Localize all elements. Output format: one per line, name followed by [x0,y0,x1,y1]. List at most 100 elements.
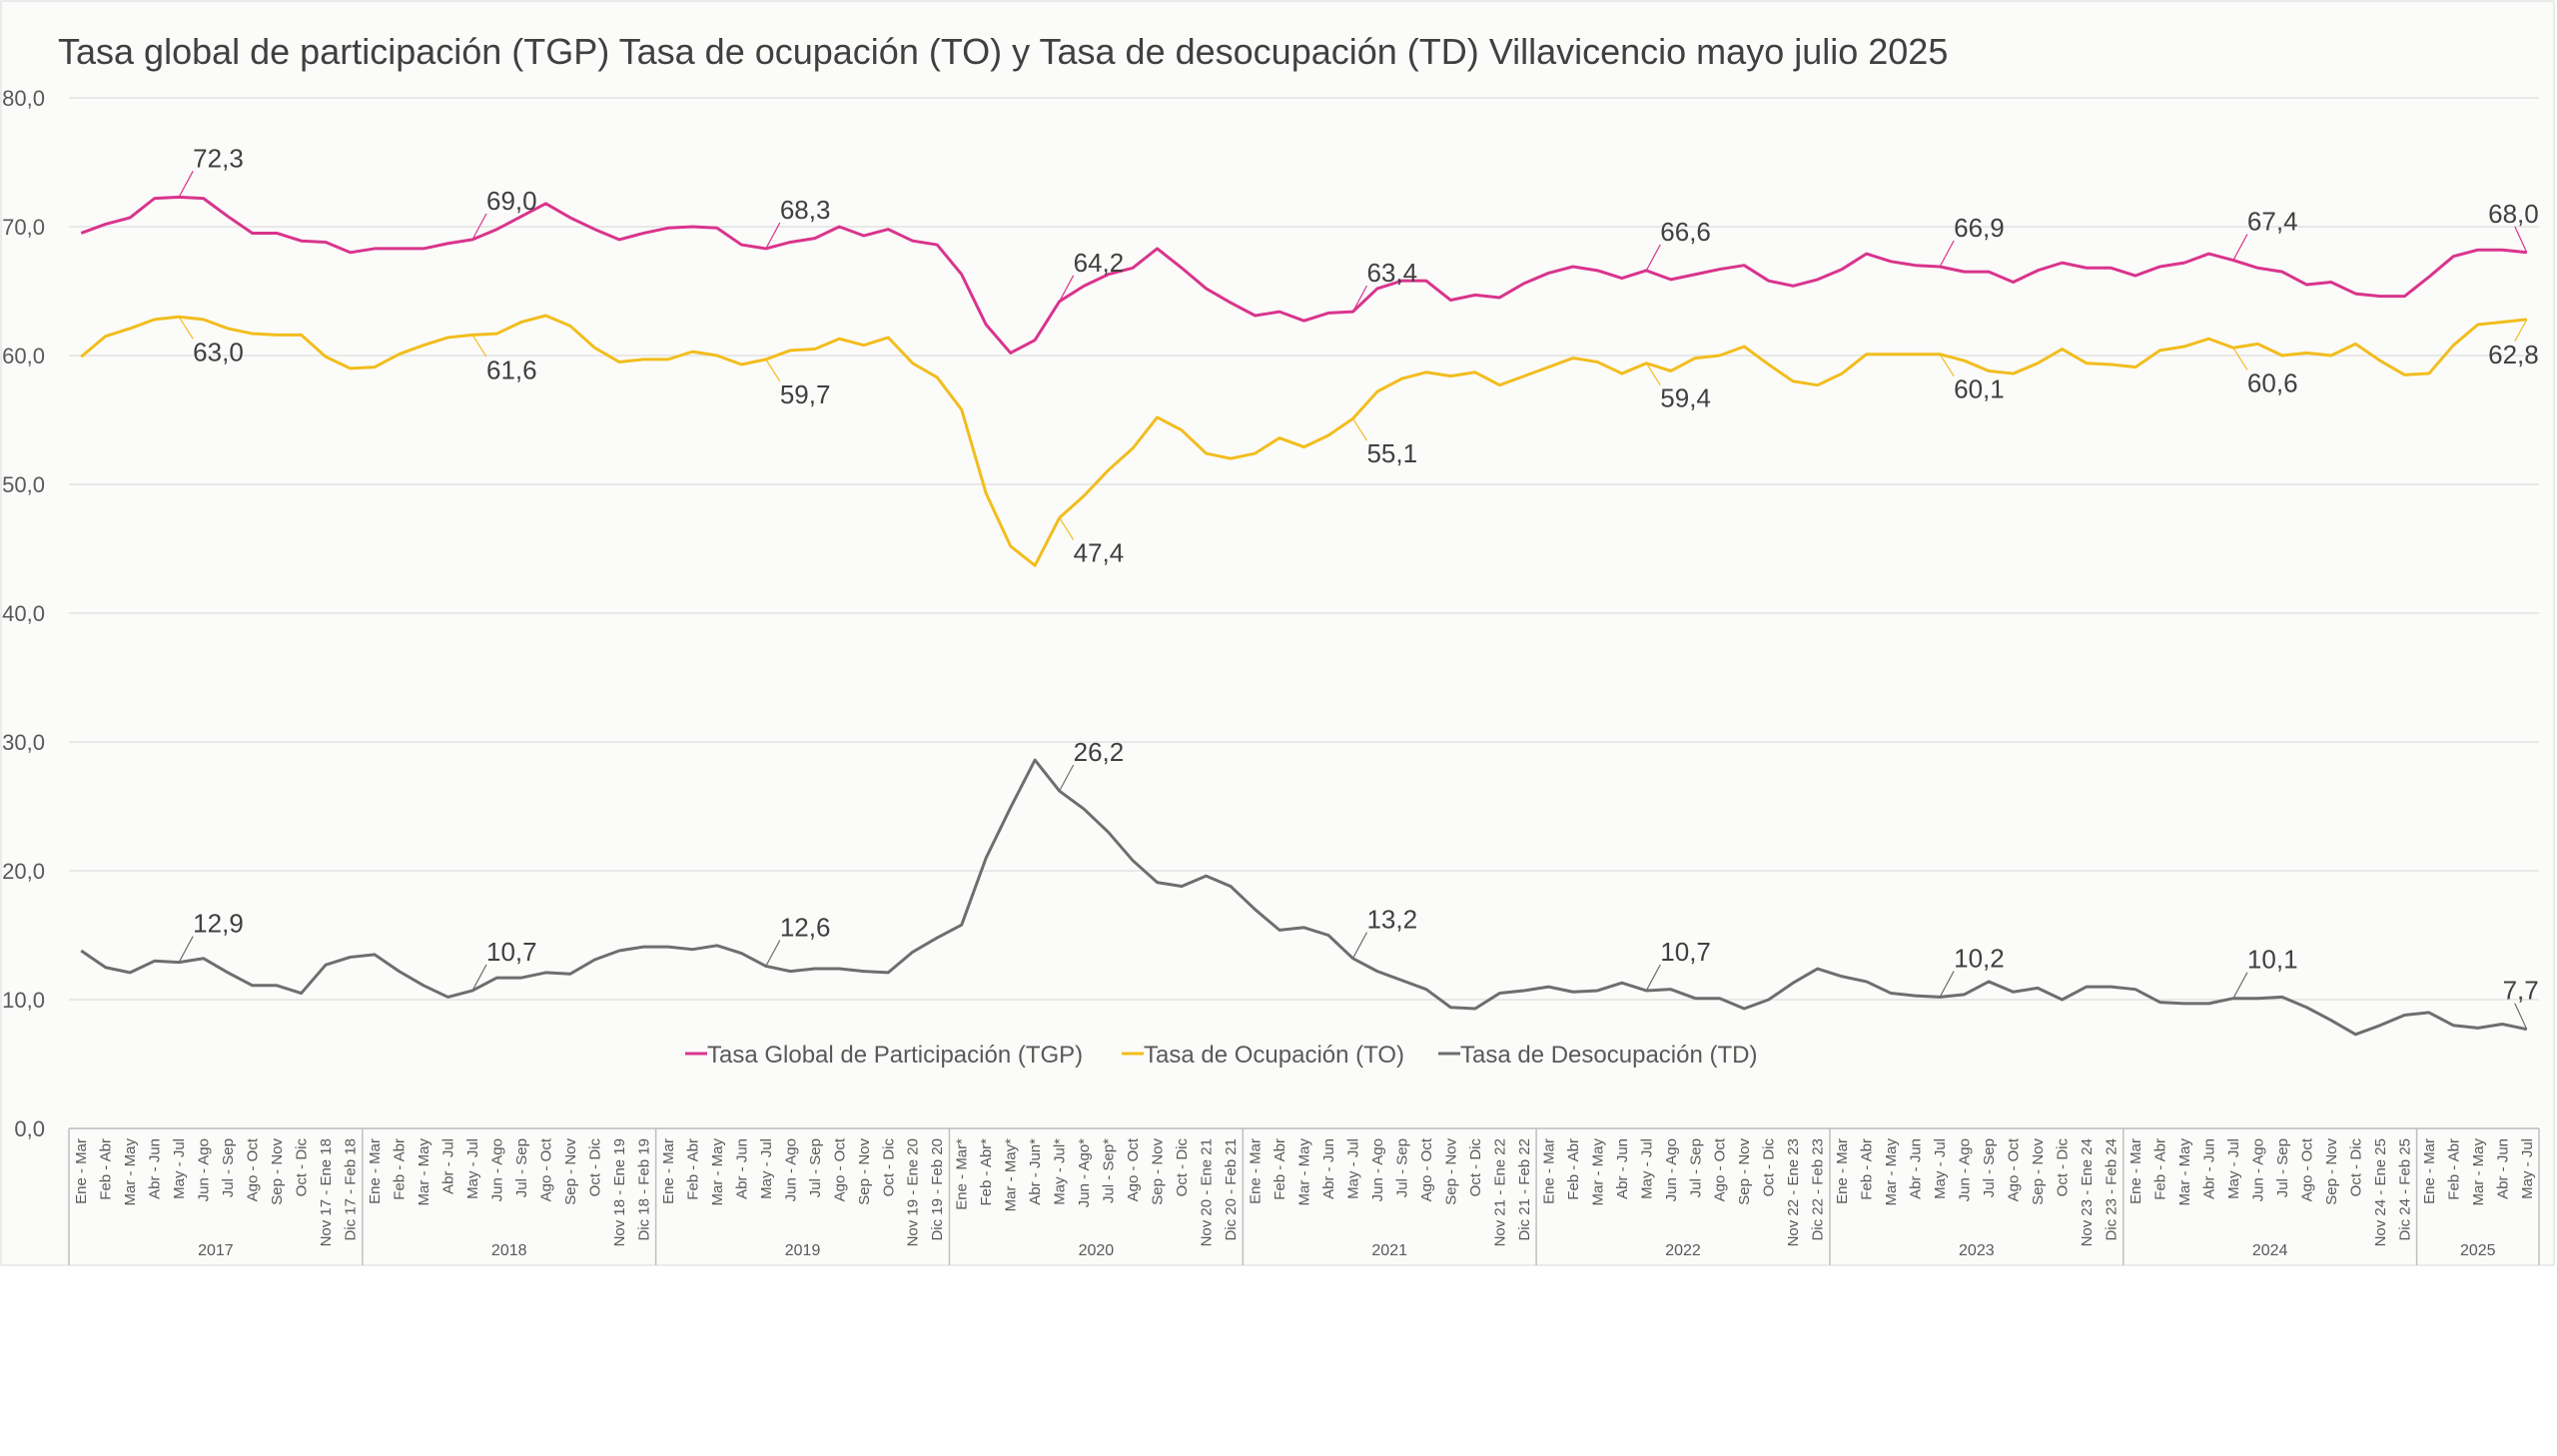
leader-line [1351,417,1367,441]
x-tick-label: Jun - Ago [488,1138,505,1201]
x-tick-label: Mar - May [709,1138,726,1206]
y-tick-label: 50,0 [2,472,45,497]
x-tick-label: Dic 21 - Feb 22 [1516,1138,1533,1241]
x-tick-label: Feb - Abr [1859,1138,1876,1200]
x-tick-label: Ago - Oct [2006,1137,2023,1201]
x-tick-label: Jul - Sep [807,1138,824,1197]
data-label: 13,2 [1366,905,1417,935]
group-label: 2025 [2460,1242,2496,1259]
data-label: 72,3 [193,143,244,173]
x-tick-label: Jun - Ago [1957,1138,1974,1201]
group-label: 2018 [491,1242,527,1259]
x-tick-label: Feb - Abr [684,1138,701,1200]
x-tick-label: May - Jul [464,1138,481,1199]
data-label: 10,2 [1954,943,2005,973]
x-tick-label: Ago - Oct [2298,1137,2315,1201]
x-tick-label: Abr - Jun [1614,1138,1631,1199]
data-label: 63,4 [1366,258,1417,288]
data-label: 59,7 [780,379,831,409]
leader-line [1939,354,1955,377]
x-tick-label: Mar - May [416,1138,432,1206]
x-tick-label: Jul - Sep* [1101,1138,1118,1203]
series-line [80,758,2528,1037]
x-tick-label: Jul - Sep [1393,1138,1410,1197]
legend-label: Tasa de Desocupación (TD) [1460,1042,1757,1069]
data-label: 26,2 [1074,737,1125,767]
x-tick-label: Oct - Dic [1174,1138,1191,1197]
x-tick-label: Dic 20 - Feb 21 [1223,1138,1240,1241]
leader-line [1645,244,1661,272]
group-label: 2024 [2252,1242,2288,1259]
x-tick-label: Feb - Abr* [978,1138,995,1206]
leader-line [1645,964,1661,992]
x-tick-label: Ene - Mar [73,1138,90,1204]
x-tick-label: Abr - Jun [2200,1138,2217,1199]
x-tick-label: Mar - May [2176,1138,2193,1206]
x-tick-label: Dic 24 - Feb 25 [2396,1138,2413,1241]
x-tick-label: Oct - Dic [880,1138,897,1197]
x-tick-label: Oct - Dic [586,1138,603,1197]
data-label: 62,8 [2488,340,2539,369]
x-tick-label: Jul - Sep [513,1138,530,1197]
y-tick-label: 0,0 [14,1116,45,1141]
x-tick-label: May - Jul [1932,1138,1949,1199]
leader-line [178,316,194,340]
x-tick-label: May - Jul [2519,1138,2536,1199]
x-tick-label: Sep - Nov [2030,1138,2047,1205]
x-tick-label: May - Jul [1638,1138,1655,1199]
x-tick-label: Sep - Nov [2323,1138,2340,1205]
x-tick-label: Mar - May [1883,1138,1900,1206]
x-tick-label: Ene - Mar [1540,1138,1557,1204]
leader-line [765,940,781,967]
x-tick-label: Oct - Dic [294,1138,311,1197]
x-tick-label: Sep - Nov [1442,1138,1459,1205]
x-tick-label: Ago - Oct [831,1137,848,1201]
leader-line [471,964,487,992]
y-tick-label: 30,0 [2,730,45,755]
x-tick-label: Dic 18 - Feb 19 [635,1138,652,1241]
x-tick-label: Oct - Dic [1467,1138,1484,1197]
leader-line [178,171,194,198]
leader-line [1351,932,1367,960]
data-label: 60,1 [1954,374,2005,404]
data-label: 69,0 [486,186,537,216]
x-tick-label: Sep - Nov [1736,1138,1753,1205]
group-label: 2017 [198,1242,234,1259]
x-tick-label: Mar - May [1589,1138,1606,1206]
x-tick-label: Abr - Jun [1908,1138,1925,1199]
y-tick-label: 70,0 [2,215,45,240]
x-tick-label: Feb - Abr [2445,1138,2462,1200]
leader-line [1059,517,1075,540]
leader-line [2514,226,2528,254]
x-tick-label: Oct - Dic [1761,1138,1778,1197]
x-tick-label: Feb - Abr [2151,1138,2168,1200]
x-tick-label: May - Jul [171,1138,188,1199]
x-tick-label: Ene - Mar [2128,1138,2144,1204]
group-label: 2022 [1665,1242,1701,1259]
data-label: 59,4 [1660,383,1711,413]
series-line [80,314,2527,567]
x-tick-label: Ago - Oct [245,1137,262,1201]
x-tick-label: Feb - Abr [1272,1138,1288,1200]
x-tick-label: Abr - Jun [733,1138,750,1199]
group-label: 2019 [785,1242,821,1259]
leader-line [1939,240,1955,268]
x-tick-label: Nov 24 - Ene 25 [2372,1138,2389,1246]
leader-line [1645,363,1661,386]
data-label: 10,1 [2247,945,2298,975]
data-label: 68,0 [2488,199,2539,229]
leader-line [2514,319,2528,343]
group-label: 2020 [1079,1242,1115,1259]
x-tick-label: Ene - Mar [1834,1138,1851,1204]
leader-line [2232,972,2248,999]
x-tick-label: Jul - Sep [1981,1138,1998,1197]
leader-line [1059,764,1075,792]
x-tick-label: May - Jul* [1052,1138,1069,1205]
x-tick-label: Abr - Jun [2494,1138,2511,1199]
y-tick-label: 80,0 [2,86,45,111]
x-tick-label: Jun - Ago* [1076,1138,1093,1207]
x-tick-label: Nov 18 - Ene 19 [611,1138,628,1246]
x-tick-label: Jun - Ago [782,1138,799,1201]
x-tick-label: Jul - Sep [2274,1138,2291,1197]
